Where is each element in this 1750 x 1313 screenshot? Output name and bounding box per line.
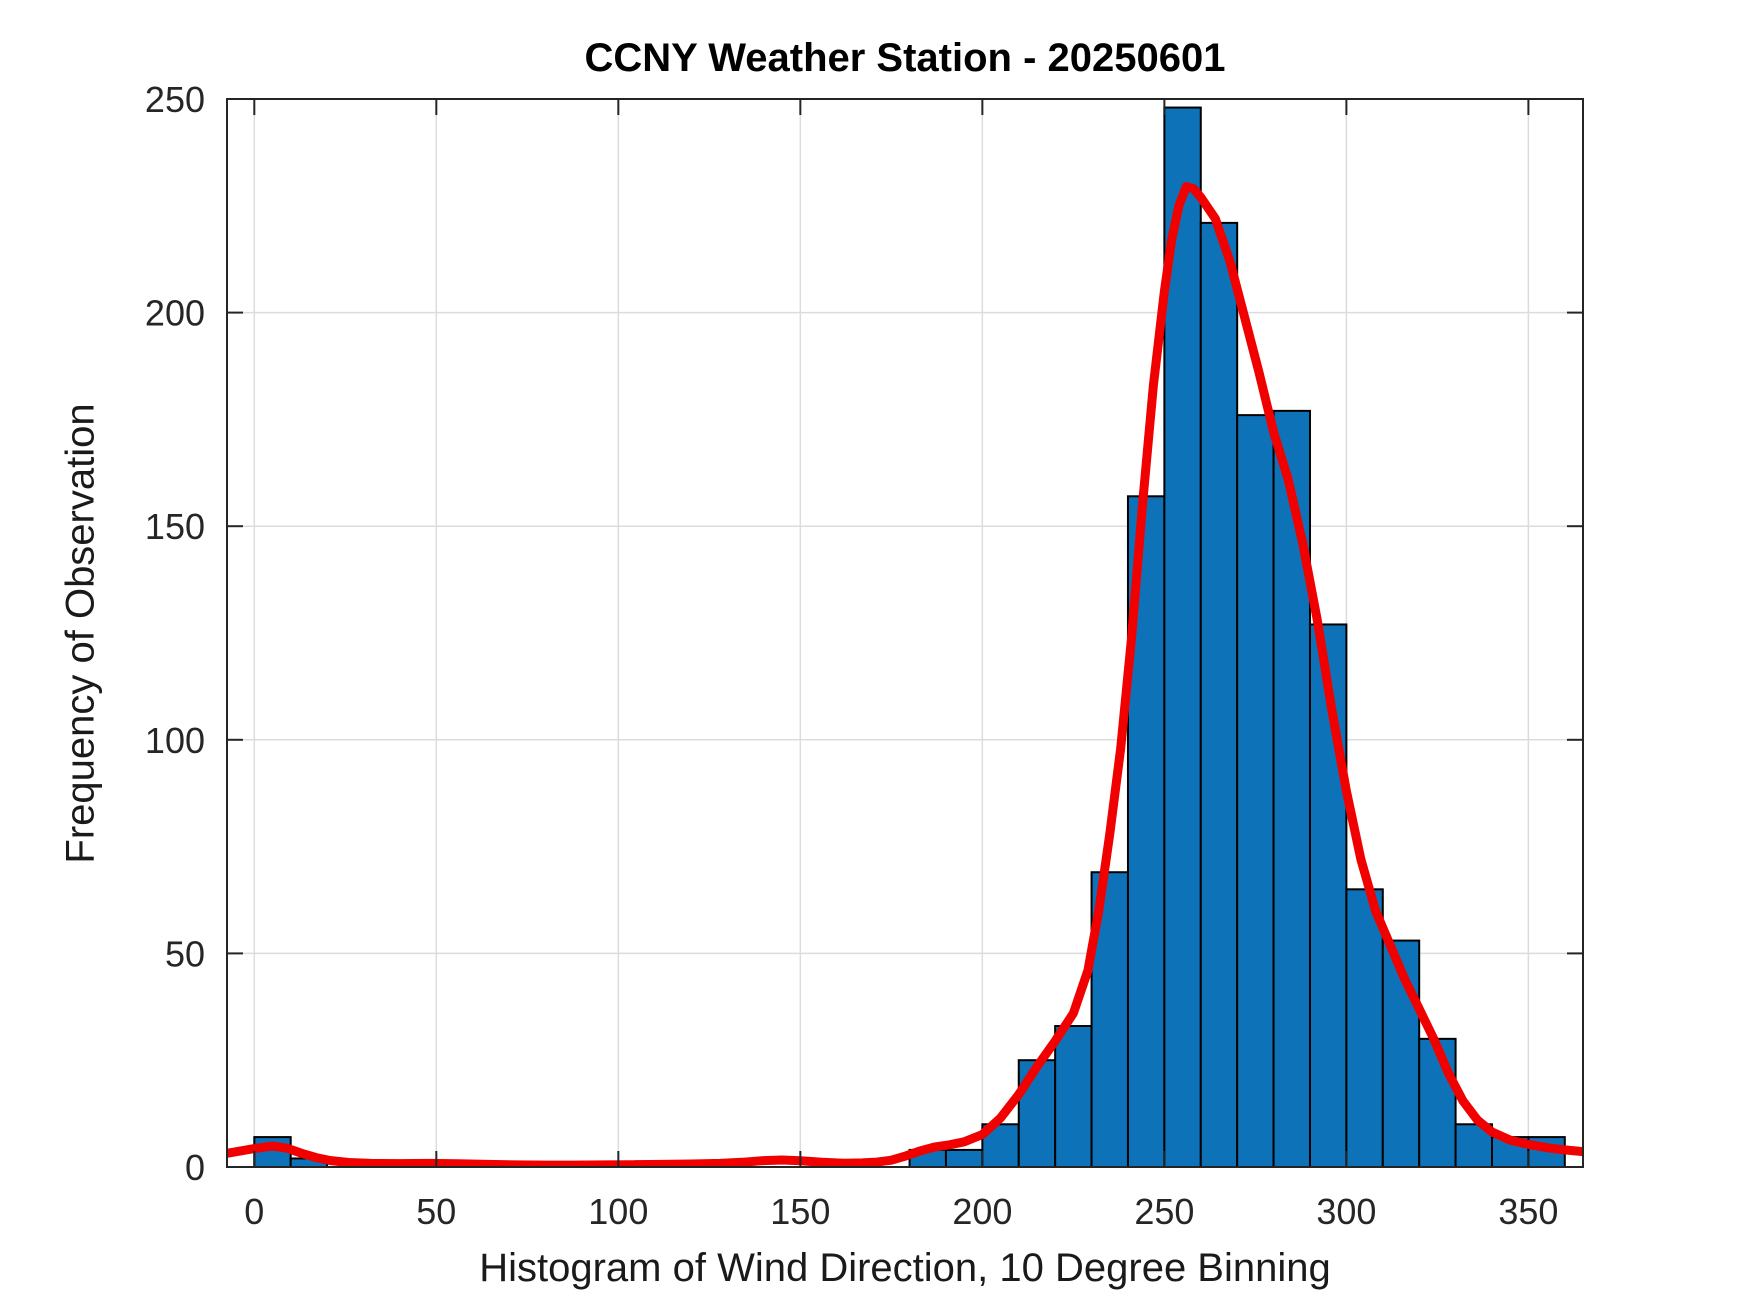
x-tick-label: 300	[1316, 1191, 1376, 1232]
y-tick-label: 0	[185, 1147, 205, 1188]
x-tick-label: 150	[770, 1191, 830, 1232]
histogram-bar	[1163, 106, 1202, 1169]
y-tick-label: 50	[165, 933, 205, 974]
x-axis-label: Histogram of Wind Direction, 10 Degree B…	[479, 1246, 1331, 1290]
histogram-bar	[1272, 409, 1311, 1168]
x-tick-label: 200	[952, 1191, 1012, 1232]
y-axis-label: Frequency of Observation	[58, 99, 104, 1167]
histogram-bar	[1017, 1059, 1057, 1168]
x-tick-label: 350	[1498, 1191, 1558, 1232]
x-tick-label: 250	[1134, 1191, 1194, 1232]
axes-border	[226, 98, 1584, 1168]
chart-title: CCNY Weather Station - 20250601	[584, 36, 1226, 80]
y-tick-label: 200	[145, 293, 205, 334]
histogram-bar	[1199, 221, 1239, 1168]
x-tick-label: 0	[244, 1191, 264, 1232]
x-tick-label: 100	[588, 1191, 648, 1232]
histogram-bar	[1345, 888, 1384, 1168]
y-tick-label: 250	[145, 79, 205, 120]
histogram-bar	[1054, 1025, 1093, 1169]
x-tick-label: 50	[416, 1191, 456, 1232]
y-tick-label: 100	[145, 720, 205, 761]
y-tick-label: 150	[145, 506, 205, 547]
histogram-bar	[944, 1148, 984, 1168]
smoothed-fit-curve	[227, 182, 1583, 1167]
histogram-bar	[1236, 414, 1275, 1168]
y-axis-label-text: Frequency of Observation	[58, 402, 103, 864]
